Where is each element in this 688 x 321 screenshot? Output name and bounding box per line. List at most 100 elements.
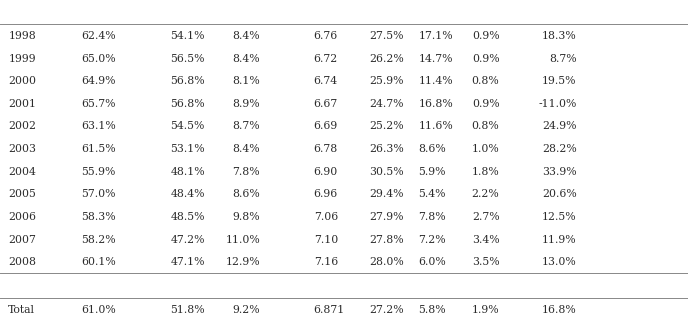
Text: 9.2%: 9.2% (233, 305, 260, 316)
Text: 27.9%: 27.9% (369, 212, 404, 222)
Text: 2002: 2002 (8, 121, 36, 132)
Text: 0.9%: 0.9% (472, 99, 499, 109)
Text: 16.8%: 16.8% (418, 99, 453, 109)
Text: 1.9%: 1.9% (472, 305, 499, 316)
Text: 33.9%: 33.9% (542, 167, 577, 177)
Text: 2008: 2008 (8, 257, 36, 267)
Text: 55.9%: 55.9% (81, 167, 116, 177)
Text: 53.1%: 53.1% (171, 144, 205, 154)
Text: 6.871: 6.871 (314, 305, 345, 316)
Text: 11.6%: 11.6% (418, 121, 453, 132)
Text: 7.16: 7.16 (314, 257, 338, 267)
Text: 8.6%: 8.6% (233, 189, 260, 199)
Text: 11.4%: 11.4% (418, 76, 453, 86)
Text: -11.0%: -11.0% (538, 99, 577, 109)
Text: 54.5%: 54.5% (171, 121, 205, 132)
Text: 11.9%: 11.9% (542, 235, 577, 245)
Text: 0.8%: 0.8% (472, 76, 499, 86)
Text: 27.8%: 27.8% (369, 235, 404, 245)
Text: 8.6%: 8.6% (418, 144, 446, 154)
Text: 27.5%: 27.5% (369, 31, 404, 41)
Text: 57.0%: 57.0% (81, 189, 116, 199)
Text: 1.8%: 1.8% (472, 167, 499, 177)
Text: 27.2%: 27.2% (369, 305, 404, 316)
Text: 16.8%: 16.8% (541, 305, 577, 316)
Text: 3.5%: 3.5% (472, 257, 499, 267)
Text: 5.8%: 5.8% (418, 305, 446, 316)
Text: 7.06: 7.06 (314, 212, 338, 222)
Text: 65.0%: 65.0% (81, 54, 116, 64)
Text: 25.2%: 25.2% (369, 121, 404, 132)
Text: 1.0%: 1.0% (472, 144, 499, 154)
Text: 28.0%: 28.0% (369, 257, 405, 267)
Text: 56.5%: 56.5% (171, 54, 205, 64)
Text: 0.9%: 0.9% (472, 54, 499, 64)
Text: 58.3%: 58.3% (81, 212, 116, 222)
Text: 24.7%: 24.7% (369, 99, 404, 109)
Text: 61.0%: 61.0% (81, 305, 116, 316)
Text: 3.4%: 3.4% (472, 235, 499, 245)
Text: Total: Total (8, 305, 35, 316)
Text: 51.8%: 51.8% (171, 305, 205, 316)
Text: 58.2%: 58.2% (81, 235, 116, 245)
Text: 6.69: 6.69 (314, 121, 338, 132)
Text: 6.0%: 6.0% (418, 257, 446, 267)
Text: 54.1%: 54.1% (171, 31, 205, 41)
Text: 63.1%: 63.1% (81, 121, 116, 132)
Text: 29.4%: 29.4% (369, 189, 404, 199)
Text: 62.4%: 62.4% (81, 31, 116, 41)
Text: 5.9%: 5.9% (418, 167, 446, 177)
Text: 2.7%: 2.7% (472, 212, 499, 222)
Text: 12.5%: 12.5% (542, 212, 577, 222)
Text: 60.1%: 60.1% (81, 257, 116, 267)
Text: 6.74: 6.74 (314, 76, 338, 86)
Text: 47.1%: 47.1% (171, 257, 205, 267)
Text: 6.78: 6.78 (314, 144, 338, 154)
Text: 6.72: 6.72 (314, 54, 338, 64)
Text: 7.2%: 7.2% (418, 235, 446, 245)
Text: 14.7%: 14.7% (418, 54, 453, 64)
Text: 13.0%: 13.0% (541, 257, 577, 267)
Text: 1999: 1999 (8, 54, 36, 64)
Text: 18.3%: 18.3% (541, 31, 577, 41)
Text: 2004: 2004 (8, 167, 36, 177)
Text: 20.6%: 20.6% (541, 189, 577, 199)
Text: 28.2%: 28.2% (541, 144, 577, 154)
Text: 8.7%: 8.7% (549, 54, 577, 64)
Text: 19.5%: 19.5% (542, 76, 577, 86)
Text: 26.2%: 26.2% (369, 54, 405, 64)
Text: 12.9%: 12.9% (226, 257, 260, 267)
Text: 61.5%: 61.5% (81, 144, 116, 154)
Text: 2005: 2005 (8, 189, 36, 199)
Text: 0.8%: 0.8% (472, 121, 499, 132)
Text: 2003: 2003 (8, 144, 36, 154)
Text: 0.9%: 0.9% (472, 31, 499, 41)
Text: 2001: 2001 (8, 99, 36, 109)
Text: 56.8%: 56.8% (171, 99, 205, 109)
Text: 8.9%: 8.9% (233, 99, 260, 109)
Text: 11.0%: 11.0% (225, 235, 260, 245)
Text: 17.1%: 17.1% (418, 31, 453, 41)
Text: 8.4%: 8.4% (233, 31, 260, 41)
Text: 8.4%: 8.4% (233, 144, 260, 154)
Text: 9.8%: 9.8% (233, 212, 260, 222)
Text: 26.3%: 26.3% (369, 144, 405, 154)
Text: 5.4%: 5.4% (418, 189, 446, 199)
Text: 7.8%: 7.8% (233, 167, 260, 177)
Text: 24.9%: 24.9% (542, 121, 577, 132)
Text: 6.76: 6.76 (314, 31, 338, 41)
Text: 47.2%: 47.2% (171, 235, 205, 245)
Text: 65.7%: 65.7% (81, 99, 116, 109)
Text: 25.9%: 25.9% (369, 76, 404, 86)
Text: 8.7%: 8.7% (233, 121, 260, 132)
Text: 6.90: 6.90 (314, 167, 338, 177)
Text: 64.9%: 64.9% (81, 76, 116, 86)
Text: 48.1%: 48.1% (171, 167, 205, 177)
Text: 7.10: 7.10 (314, 235, 338, 245)
Text: 7.8%: 7.8% (418, 212, 446, 222)
Text: 2000: 2000 (8, 76, 36, 86)
Text: 2007: 2007 (8, 235, 36, 245)
Text: 1998: 1998 (8, 31, 36, 41)
Text: 2006: 2006 (8, 212, 36, 222)
Text: 6.96: 6.96 (314, 189, 338, 199)
